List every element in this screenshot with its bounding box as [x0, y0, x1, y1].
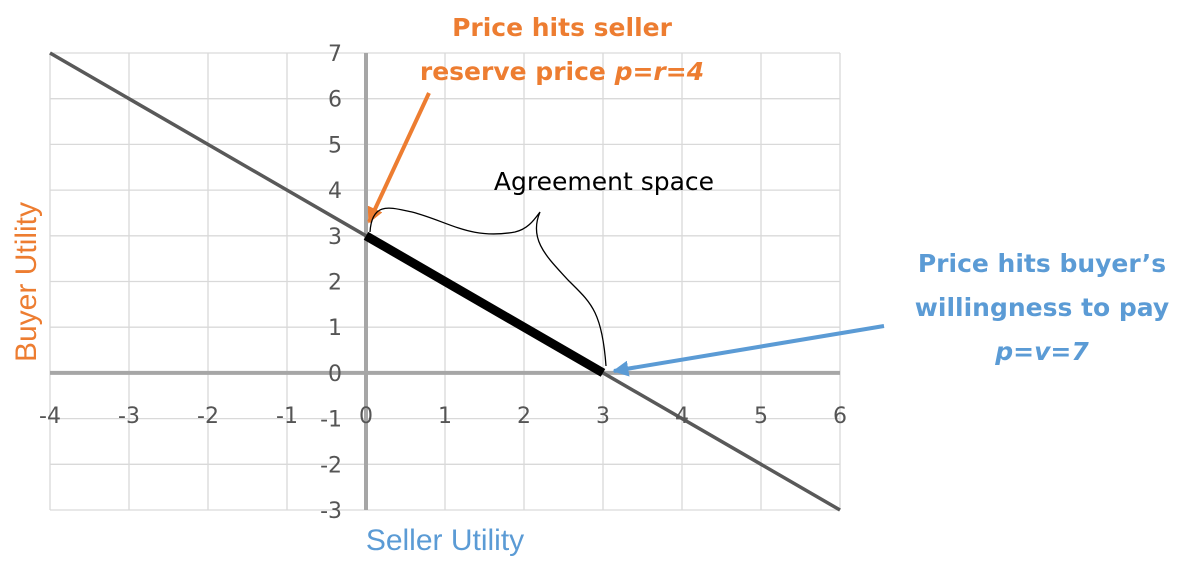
- x-tick-label: -3: [118, 404, 140, 429]
- agreement-space-segment: [363, 231, 606, 377]
- buyer-formula: p=v=7: [994, 337, 1089, 366]
- y-tick-label: 7: [328, 42, 342, 67]
- agreement-label: Agreement space: [494, 167, 714, 196]
- y-tick-label: 4: [328, 179, 342, 204]
- buyer-arrow: [612, 324, 885, 377]
- seller-annotation-line-1: Price hits seller: [452, 13, 673, 42]
- y-tick-label: 2: [328, 271, 342, 296]
- data-series: [49, 51, 841, 512]
- y-tick-label: 6: [328, 88, 342, 113]
- axes: [50, 53, 840, 510]
- x-tick-label: 5: [754, 404, 768, 429]
- agreement-annotation: Agreement space: [369, 167, 714, 367]
- gridlines: [49, 52, 841, 511]
- x-tick-label: 0: [359, 404, 373, 429]
- tick-labels: -4 -3 -2 -1 0 1 2 3 4 5 6 -3 -2 -1 0 1 2 3 4 5 6 7: [39, 42, 847, 524]
- y-tick-label: 1: [328, 316, 342, 341]
- x-tick-label: -2: [197, 404, 219, 429]
- y-tick-label: 5: [328, 133, 342, 158]
- seller-formula: p=r=4: [614, 57, 705, 86]
- x-tick-label: 4: [675, 404, 689, 429]
- seller-arrow: [367, 92, 431, 224]
- x-tick-label: 6: [833, 404, 847, 429]
- x-tick-label: 1: [438, 404, 452, 429]
- seller-annotation-text: reserve price: [420, 57, 615, 86]
- seller-annotation: Price hits seller reserve price p=r=4: [367, 13, 704, 224]
- buyer-annotation: Price hits buyer’s willingness to pay p=…: [612, 249, 1169, 377]
- y-axis-title: Buyer Utility: [10, 202, 43, 362]
- y-tick-label: -3: [320, 499, 342, 524]
- x-tick-label: -4: [39, 404, 61, 429]
- x-tick-label: -1: [276, 404, 298, 429]
- buyer-annotation-line-2: willingness to pay: [915, 293, 1169, 322]
- x-axis-title: Seller Utility: [366, 524, 524, 557]
- agreement-brace: [369, 207, 607, 367]
- seller-annotation-line-2: reserve price p=r=4: [420, 57, 704, 86]
- y-tick-label: 0: [328, 362, 342, 387]
- x-tick-label: 3: [596, 404, 610, 429]
- x-tick-label: 2: [517, 404, 531, 429]
- buyer-annotation-line-1: Price hits buyer’s: [918, 249, 1166, 278]
- y-tick-label: 3: [328, 225, 342, 250]
- y-tick-label: -2: [320, 453, 342, 478]
- y-tick-label: -1: [320, 408, 342, 433]
